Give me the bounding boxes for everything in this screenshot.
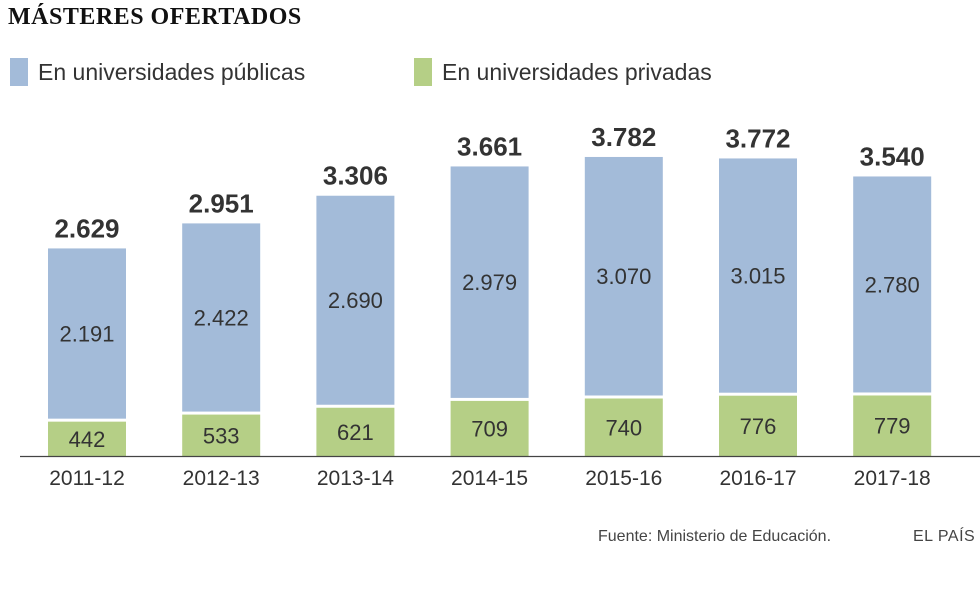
legend-swatch-private [414,58,432,86]
legend-swatch-public [10,58,28,86]
data-label-private: 740 [605,415,642,440]
bar-public-2013-14 [316,195,395,405]
x-tick-label: 2014-15 [451,467,528,490]
data-label-public: 3.015 [730,264,785,289]
bar-private-2016-17 [719,395,797,456]
data-label-public: 3.070 [596,264,651,289]
bar-public-2014-15 [450,166,529,398]
stacked-bar-chart: 442 2.191 2.629 2011-12 533 2.422 2.951 2012-13… [20,122,980,490]
data-label-private: 776 [740,414,777,439]
legend-item-public: En universidades públicas [10,58,305,86]
x-tick-label: 2015-16 [585,467,662,490]
bar-private-2017-18 [853,395,932,456]
data-label-public: 2.979 [462,270,517,295]
x-tick-label: 2012-13 [183,467,260,490]
x-tick-label: 2017-18 [854,467,931,490]
data-label-private: 621 [337,420,374,445]
total-label: 2.629 [54,213,119,243]
source-note: Fuente: Ministerio de Educación. [598,528,832,545]
data-label-private: 442 [69,427,106,452]
total-label: 3.540 [860,141,925,171]
total-label: 3.306 [323,161,388,191]
bar-private-2015-16 [584,398,663,456]
bar-public-2017-18 [853,176,932,393]
data-label-private: 533 [203,423,240,448]
bar-private-2014-15 [450,400,529,456]
data-label-private: 779 [874,414,911,439]
total-label: 2.951 [189,188,254,218]
total-label: 3.772 [725,123,790,153]
total-label: 3.661 [457,131,522,161]
x-tick-label: 2016-17 [719,467,796,490]
bar-public-2011-12 [48,248,126,419]
data-label-public: 2.191 [59,322,114,347]
bar-private-2012-13 [182,414,261,456]
bar-public-2012-13 [182,223,261,412]
data-label-private: 709 [471,416,508,441]
bar-public-2016-17 [719,158,797,393]
data-label-public: 2.780 [865,272,920,297]
bar-public-2015-16 [584,156,663,396]
chart-legend: En universidades públicas En universidad… [10,58,910,88]
legend-label-public: En universidades públicas [38,58,306,85]
brand-credit: EL PAÍS [913,528,976,545]
chart-title: MÁSTERES OFERTADOS [8,4,302,30]
legend-label-private: En universidades privadas [442,58,712,85]
x-tick-label: 2013-14 [317,467,394,490]
data-label-public: 2.690 [328,288,383,313]
bar-private-2011-12 [48,421,126,456]
legend-item-private: En universidades privadas [414,58,712,86]
data-label-public: 2.422 [194,305,249,330]
x-tick-label: 2011-12 [49,467,125,490]
bar-private-2013-14 [316,407,395,456]
total-label: 3.782 [591,122,656,152]
